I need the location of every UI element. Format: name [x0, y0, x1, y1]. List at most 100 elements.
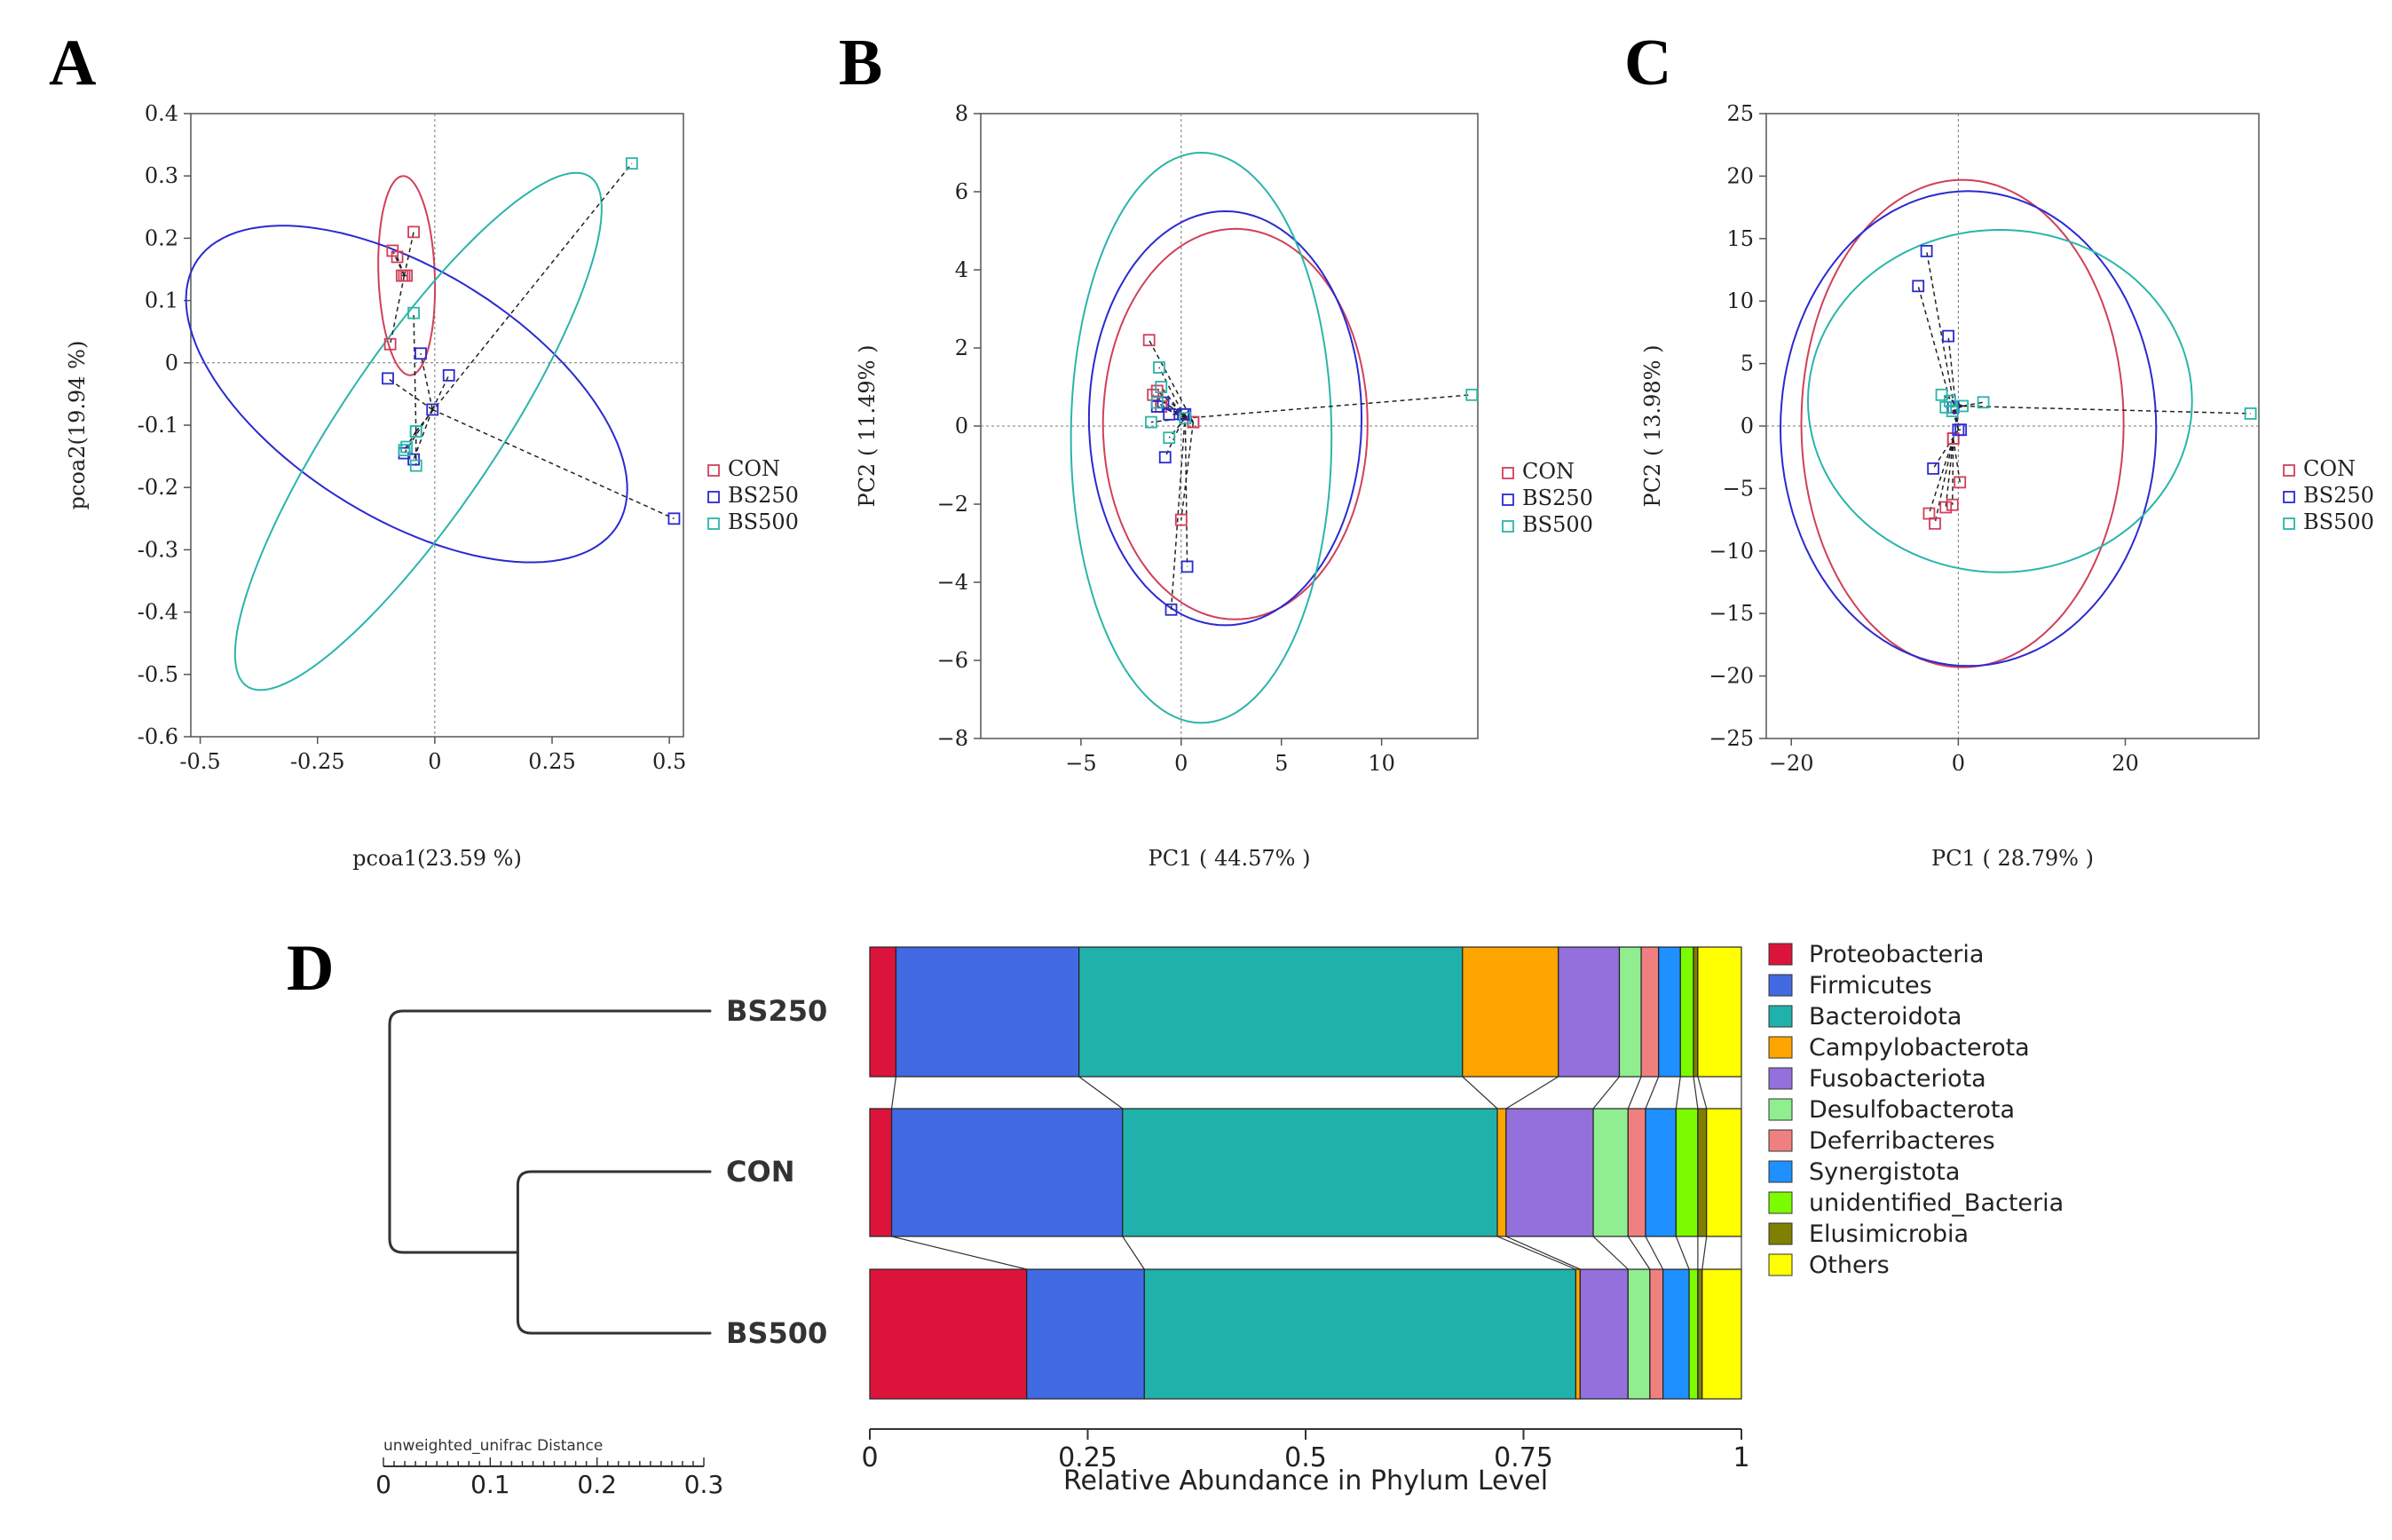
x-tick-label: 0.5 [1284, 1442, 1327, 1473]
bar-segment-others-bs250 [1697, 946, 1742, 1078]
y-tick-label: 4 [955, 257, 968, 282]
legend-label-desulfobacterota: Desulfobacterota [1809, 1096, 2015, 1124]
panel-letter-c: C [1624, 27, 1671, 99]
legend-label-bs500: BS500 [2303, 509, 2374, 534]
sample-point-con [1174, 513, 1188, 526]
legend-marker-bs500 [707, 517, 720, 530]
spider-line [431, 375, 450, 410]
spider-line [1928, 438, 1954, 514]
dendrogram-scale-title: unweighted_unifrac Distance [383, 1437, 603, 1455]
bar-segment-proteobacteria-bs250 [869, 946, 897, 1078]
phylum-abundance-chart: 0 0.25 0.5 0.75 1 Relative Abundance in Phylu… [375, 941, 2064, 1499]
sample-point-bs250 [1946, 400, 1960, 414]
y-axis-label: pcoa2(19.94 %) [65, 341, 90, 510]
dendrogram-scale-label: 0.3 [684, 1470, 724, 1499]
spider-line [415, 162, 633, 432]
spider-line [1168, 417, 1186, 438]
centroid-point-bs500 [1179, 412, 1192, 425]
bar-connector-line [1675, 1076, 1681, 1110]
spider-line [387, 377, 433, 411]
y-tick-label: −15 [1709, 601, 1754, 626]
y-tick-label: 0.3 [145, 163, 178, 188]
bar-segment-unidentified-bacteria-bs250 [1679, 946, 1694, 1078]
sample-point-bs250 [1920, 244, 1933, 257]
bar-segment-unidentified-bacteria-bs500 [1688, 1268, 1699, 1400]
legend-swatch-desulfobacterota [1768, 1098, 1793, 1121]
sample-point-con [1939, 501, 1953, 514]
dendrogram-scale-label: 0.2 [577, 1470, 617, 1499]
legend-label-bs500: BS500 [728, 509, 799, 534]
centroid-point-con [1187, 415, 1200, 429]
bar-segment-bacteroidota-con [1122, 1108, 1498, 1237]
y-tick-label: 0.2 [145, 225, 178, 250]
sample-point-con [1946, 498, 1959, 511]
legend-marker-con [1502, 467, 1514, 479]
x-tick-label: −5 [1065, 751, 1096, 776]
bar-segment-bacteroidota-bs500 [1143, 1268, 1577, 1400]
legend-label-elusimicrobia: Elusimicrobia [1809, 1220, 1969, 1248]
bar-segment-campylobacterota-bs250 [1462, 946, 1559, 1078]
sample-point-bs250 [1942, 329, 1954, 343]
bar-connector-line [1693, 1076, 1699, 1110]
legend-swatch-deferribacteres [1768, 1129, 1793, 1152]
bar-connector-line [891, 1236, 1027, 1270]
y-tick-label: 0 [165, 351, 178, 375]
dendrogram-branch-con-bs500 [516, 1170, 712, 1335]
legend-label-bs250: BS250 [1522, 486, 1593, 510]
bar-segment-synergistota-bs250 [1658, 946, 1681, 1078]
legend-label-bs250: BS250 [2303, 483, 2374, 508]
bar-segment-firmicutes-bs500 [1026, 1268, 1145, 1400]
y-tick-label: 0.4 [145, 101, 178, 126]
sample-point-bs250 [667, 512, 681, 525]
dendrogram-leaf-bs250: BS250 [726, 994, 827, 1028]
panel-letter-a: A [49, 27, 96, 99]
legend-label-deferribacteres: Deferribacteres [1809, 1127, 1995, 1155]
spider-line [413, 312, 417, 432]
y-tick-label: 0 [1741, 414, 1754, 438]
legend-label-campylobacterota: Campylobacterota [1809, 1034, 2030, 1062]
y-tick-label: 8 [955, 101, 968, 126]
y-tick-label: 2 [955, 336, 968, 360]
legend-label-others: Others [1809, 1252, 1890, 1279]
bar-segment-deferribacteres-bs250 [1640, 946, 1660, 1078]
x-tick-label: -0.5 [179, 749, 220, 774]
y-axis-label: PC2 ( 13.98% ) [1640, 345, 1665, 508]
confidence-ellipse-bs250 [1087, 210, 1363, 627]
y-tick-label: 10 [1726, 288, 1754, 313]
spider-line [431, 408, 675, 519]
bar-segment-synergistota-con [1645, 1108, 1677, 1237]
legend-swatch-others [1768, 1253, 1793, 1276]
bar-segment-unidentified-bacteria-con [1675, 1108, 1699, 1237]
bar-segment-fusobacteriota-bs250 [1558, 946, 1621, 1078]
sample-point-bs500 [407, 306, 420, 320]
y-tick-label: -0.5 [138, 662, 178, 687]
legend-label-synergistota: Synergistota [1809, 1158, 1960, 1186]
spider-line [420, 353, 433, 410]
spider-line [1180, 422, 1195, 520]
spider-line [1952, 438, 1961, 483]
bar-segment-deferribacteres-bs500 [1649, 1268, 1664, 1400]
sample-point-con [1954, 476, 1967, 489]
legend-marker-con [2283, 464, 2295, 477]
legend-marker-bs250 [2283, 491, 2295, 503]
confidence-ellipse-bs250 [1779, 190, 2158, 667]
legend-swatch-unidentified-bacteria [1768, 1191, 1793, 1214]
bar-connector-line [1592, 1076, 1620, 1110]
y-tick-label: 0 [955, 414, 968, 438]
bar-connector-line [1701, 1236, 1708, 1270]
x-tick-label: 0.25 [1058, 1442, 1117, 1473]
bar-segment-desulfobacterota-bs250 [1618, 946, 1642, 1078]
bar-connector-line [1078, 1076, 1124, 1110]
bar-segment-firmicutes-bs250 [895, 946, 1080, 1078]
bar-connector-line [1462, 1076, 1498, 1110]
y-tick-label: -0.6 [138, 724, 178, 749]
y-tick-label: 6 [955, 179, 968, 204]
legend-marker-con [707, 464, 720, 477]
legend-marker-bs250 [707, 491, 720, 503]
sample-point-bs500 [1150, 396, 1164, 409]
pca-plot-b: −5 0 5 10 −8 −6 −4 −2 0 2 4 6 8 PC1 ( 44.57% ) PC2 ( 1… [855, 101, 1593, 871]
sample-point-bs500 [1163, 431, 1176, 445]
x-axis-label: PC1 ( 28.79% ) [1931, 846, 2094, 871]
sample-point-bs250 [1912, 280, 1925, 293]
legend-swatch-campylobacterota [1768, 1036, 1793, 1059]
